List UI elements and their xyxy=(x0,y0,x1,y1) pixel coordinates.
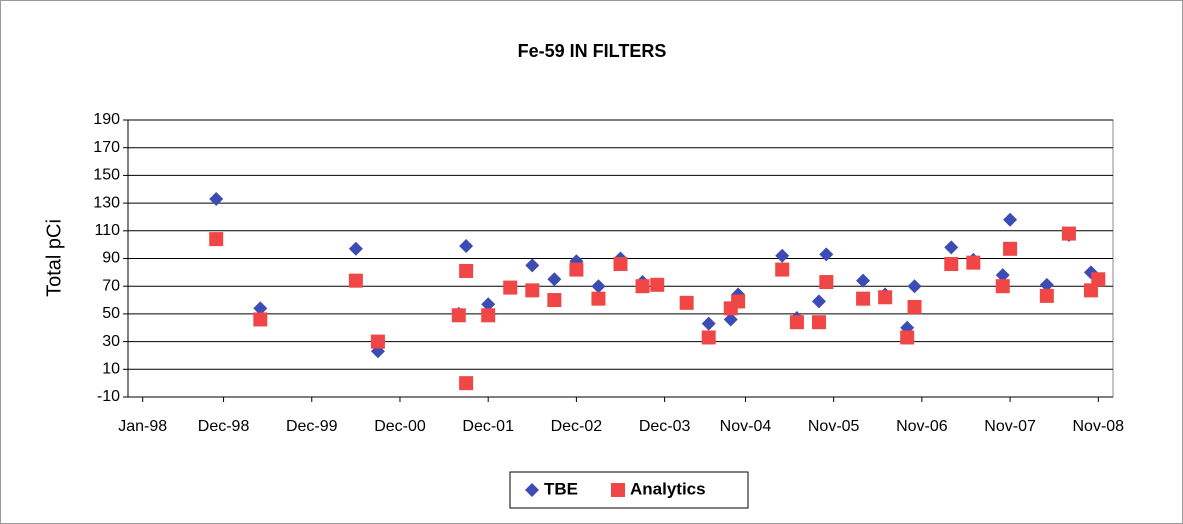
legend-label: TBE xyxy=(544,479,578,498)
marker-square xyxy=(966,255,981,270)
marker-square xyxy=(907,299,922,314)
marker-diamond xyxy=(775,248,790,263)
marker-square xyxy=(775,262,790,277)
marker-diamond xyxy=(209,191,224,206)
marker-square xyxy=(481,308,496,323)
marker-square xyxy=(900,330,915,345)
marker-diamond xyxy=(701,316,716,331)
marker-square xyxy=(611,483,625,497)
x-tick-label: Dec-00 xyxy=(374,418,426,435)
marker-square xyxy=(451,308,466,323)
marker-square xyxy=(1003,241,1018,256)
marker-diamond xyxy=(1039,277,1054,292)
marker-square xyxy=(635,279,650,294)
marker-diamond xyxy=(723,312,738,327)
marker-square xyxy=(525,283,540,298)
y-tick-label: 30 xyxy=(102,333,120,350)
marker-square xyxy=(878,290,893,305)
marker-diamond xyxy=(459,239,474,254)
marker-diamond xyxy=(1003,212,1018,227)
marker-square xyxy=(995,279,1010,294)
marker-diamond xyxy=(525,483,539,497)
marker-diamond xyxy=(856,273,871,288)
marker-square xyxy=(503,280,518,295)
x-tick-label: Dec-02 xyxy=(551,418,603,435)
x-tick-label: Dec-98 xyxy=(198,418,250,435)
y-tick-label: 70 xyxy=(102,277,120,294)
marker-diamond xyxy=(907,279,922,294)
legend-box xyxy=(509,471,749,509)
marker-square xyxy=(679,295,694,310)
y-tick-label: 130 xyxy=(93,194,120,211)
x-tick-label: Nov-07 xyxy=(984,418,1036,435)
marker-square xyxy=(1061,226,1076,241)
y-tick-label: 190 xyxy=(93,111,120,128)
x-tick-label: Dec-01 xyxy=(462,418,514,435)
marker-square xyxy=(650,277,665,292)
x-tick-label: Nov-04 xyxy=(720,418,772,435)
marker-diamond xyxy=(253,301,268,316)
marker-square xyxy=(459,263,474,278)
marker-square xyxy=(459,376,474,391)
x-tick-label: Dec-03 xyxy=(639,418,691,435)
marker-diamond xyxy=(591,279,606,294)
y-tick-label: 10 xyxy=(102,361,120,378)
marker-square xyxy=(701,330,716,345)
x-tick-label: Dec-99 xyxy=(286,418,338,435)
y-tick-label: 110 xyxy=(94,222,120,239)
marker-square xyxy=(348,273,363,288)
marker-diamond xyxy=(995,268,1010,283)
marker-square xyxy=(613,257,628,272)
marker-square xyxy=(811,315,826,330)
marker-diamond xyxy=(811,294,826,309)
y-tick-label: 150 xyxy=(93,167,120,184)
y-tick-label: -10 xyxy=(97,388,120,405)
marker-square xyxy=(569,262,584,277)
chart-title: Fe-59 IN FILTERS xyxy=(518,41,667,61)
y-tick-label: 50 xyxy=(102,305,120,322)
marker-square xyxy=(1091,272,1106,287)
x-tick-label: Nov-05 xyxy=(808,418,860,435)
marker-diamond xyxy=(819,247,834,262)
marker-diamond xyxy=(525,258,540,273)
marker-square xyxy=(253,312,268,327)
marker-diamond xyxy=(944,240,959,255)
marker-square xyxy=(591,291,606,306)
marker-diamond xyxy=(547,272,562,287)
marker-square xyxy=(944,257,959,272)
marker-square xyxy=(209,232,224,247)
marker-square xyxy=(789,315,804,330)
marker-square xyxy=(1083,283,1098,298)
marker-square xyxy=(370,334,385,349)
marker-square xyxy=(547,293,562,308)
marker-square xyxy=(1039,288,1054,303)
x-tick-label: Nov-06 xyxy=(896,418,948,435)
legend-label: Analytics xyxy=(630,479,706,498)
marker-square xyxy=(856,291,871,306)
y-tick-label: 90 xyxy=(102,250,120,267)
marker-diamond xyxy=(481,297,496,312)
x-tick-label: Jan-98 xyxy=(118,418,167,435)
x-tick-label: Nov-08 xyxy=(1073,418,1125,435)
y-tick-label: 170 xyxy=(93,139,120,156)
y-axis-label: Total pCi xyxy=(43,219,65,297)
marker-diamond xyxy=(348,241,363,256)
marker-square xyxy=(731,294,746,309)
marker-square xyxy=(819,275,834,290)
